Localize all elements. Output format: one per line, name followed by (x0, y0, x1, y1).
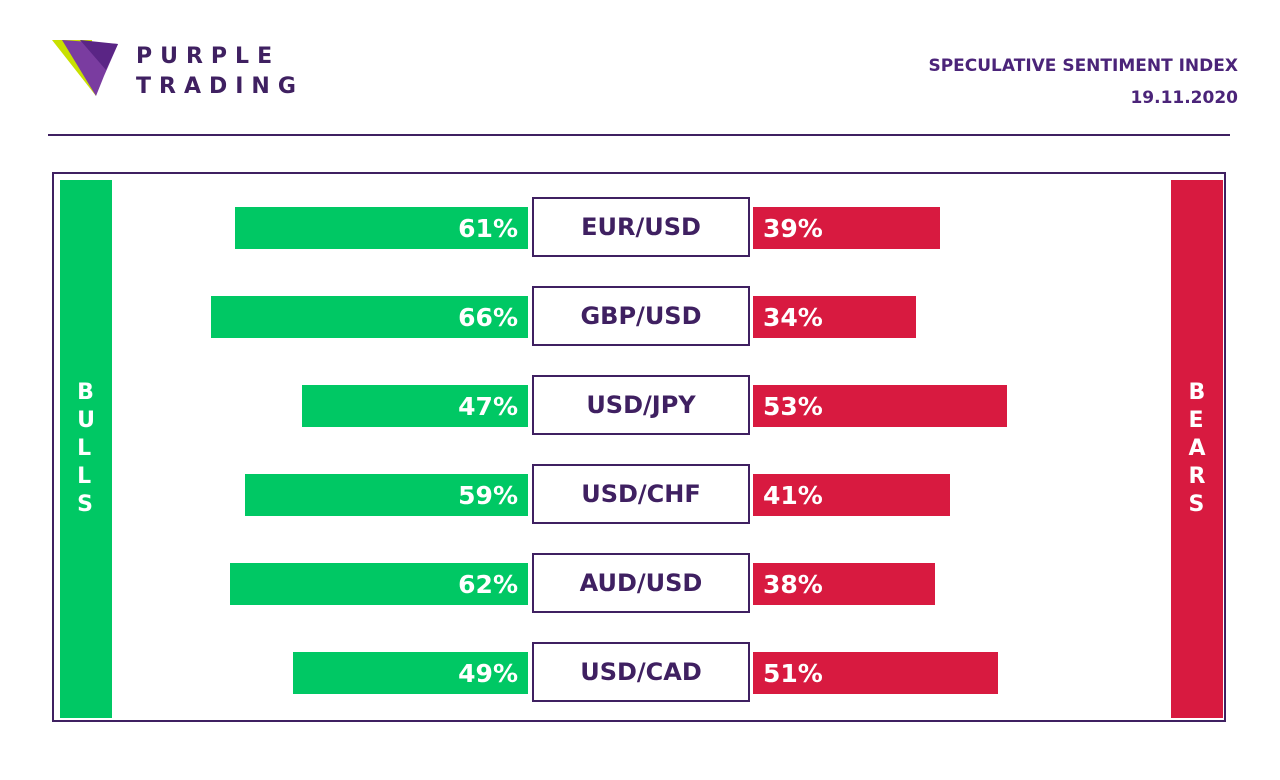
bears-label-letter: S (1188, 492, 1205, 517)
chart-row: 66% GBP/USD 34% (0, 286, 1280, 346)
bull-percent-label: 59% (458, 480, 518, 510)
bears-label-letter: B (1188, 380, 1206, 405)
bears-label-letter: R (1188, 464, 1206, 489)
bear-bar: 51% (753, 652, 998, 694)
purple-trading-logo-icon (52, 40, 118, 96)
bulls-label-letter: L (77, 464, 92, 489)
chart-row: 49% USD/CAD 51% (0, 642, 1280, 702)
currency-pair-label: USD/JPY (532, 375, 750, 435)
bear-bar: 38% (753, 563, 936, 605)
brand-logo: PURPLE TRADING (52, 40, 312, 100)
bear-percent-label: 51% (763, 658, 823, 688)
brand-line-1: PURPLE (136, 44, 281, 69)
currency-pair-label: USD/CAD (532, 642, 750, 702)
bear-percent-label: 41% (763, 480, 823, 510)
chart-row: 61% EUR/USD 39% (0, 197, 1280, 257)
bear-percent-label: 39% (763, 213, 823, 243)
bull-bar: 59% (244, 474, 528, 516)
bear-bar: 53% (753, 385, 1008, 427)
report-date: 19.11.2020 (1130, 88, 1238, 108)
currency-pair-label: USD/CHF (532, 464, 750, 524)
bull-percent-label: 66% (458, 302, 518, 332)
currency-pair-label: AUD/USD (532, 553, 750, 613)
bull-percent-label: 47% (458, 391, 518, 421)
bull-bar: 62% (230, 563, 528, 605)
bulls-label-letter: U (77, 408, 95, 433)
bear-bar: 41% (753, 474, 950, 516)
currency-pair-label: GBP/USD (532, 286, 750, 346)
chart-row: 47% USD/JPY 53% (0, 375, 1280, 435)
bull-bar: 47% (302, 385, 528, 427)
bulls-label-letter: B (77, 380, 94, 405)
bear-percent-label: 38% (763, 569, 823, 599)
page-title: SPECULATIVE SENTIMENT INDEX (928, 56, 1238, 76)
bears-label-letter: A (1188, 436, 1206, 461)
bull-bar: 66% (211, 296, 528, 338)
brand-line-2: TRADING (136, 74, 304, 99)
bull-bar: 61% (235, 207, 528, 249)
bears-label-letter: E (1188, 408, 1204, 433)
header-divider (48, 134, 1230, 136)
bulls-label-letter: S (77, 492, 93, 517)
bear-percent-label: 53% (763, 391, 823, 421)
chart-frame (52, 172, 1226, 722)
bear-bar: 39% (753, 207, 941, 249)
bull-percent-label: 61% (458, 213, 518, 243)
bulls-label-letter: L (77, 436, 92, 461)
bear-bar: 34% (753, 296, 917, 338)
bear-percent-label: 34% (763, 302, 823, 332)
bull-percent-label: 49% (458, 658, 518, 688)
currency-pair-label: EUR/USD (532, 197, 750, 257)
bull-percent-label: 62% (458, 569, 518, 599)
chart-row: 59% USD/CHF 41% (0, 464, 1280, 524)
chart-row: 62% AUD/USD 38% (0, 553, 1280, 613)
bull-bar: 49% (292, 652, 528, 694)
